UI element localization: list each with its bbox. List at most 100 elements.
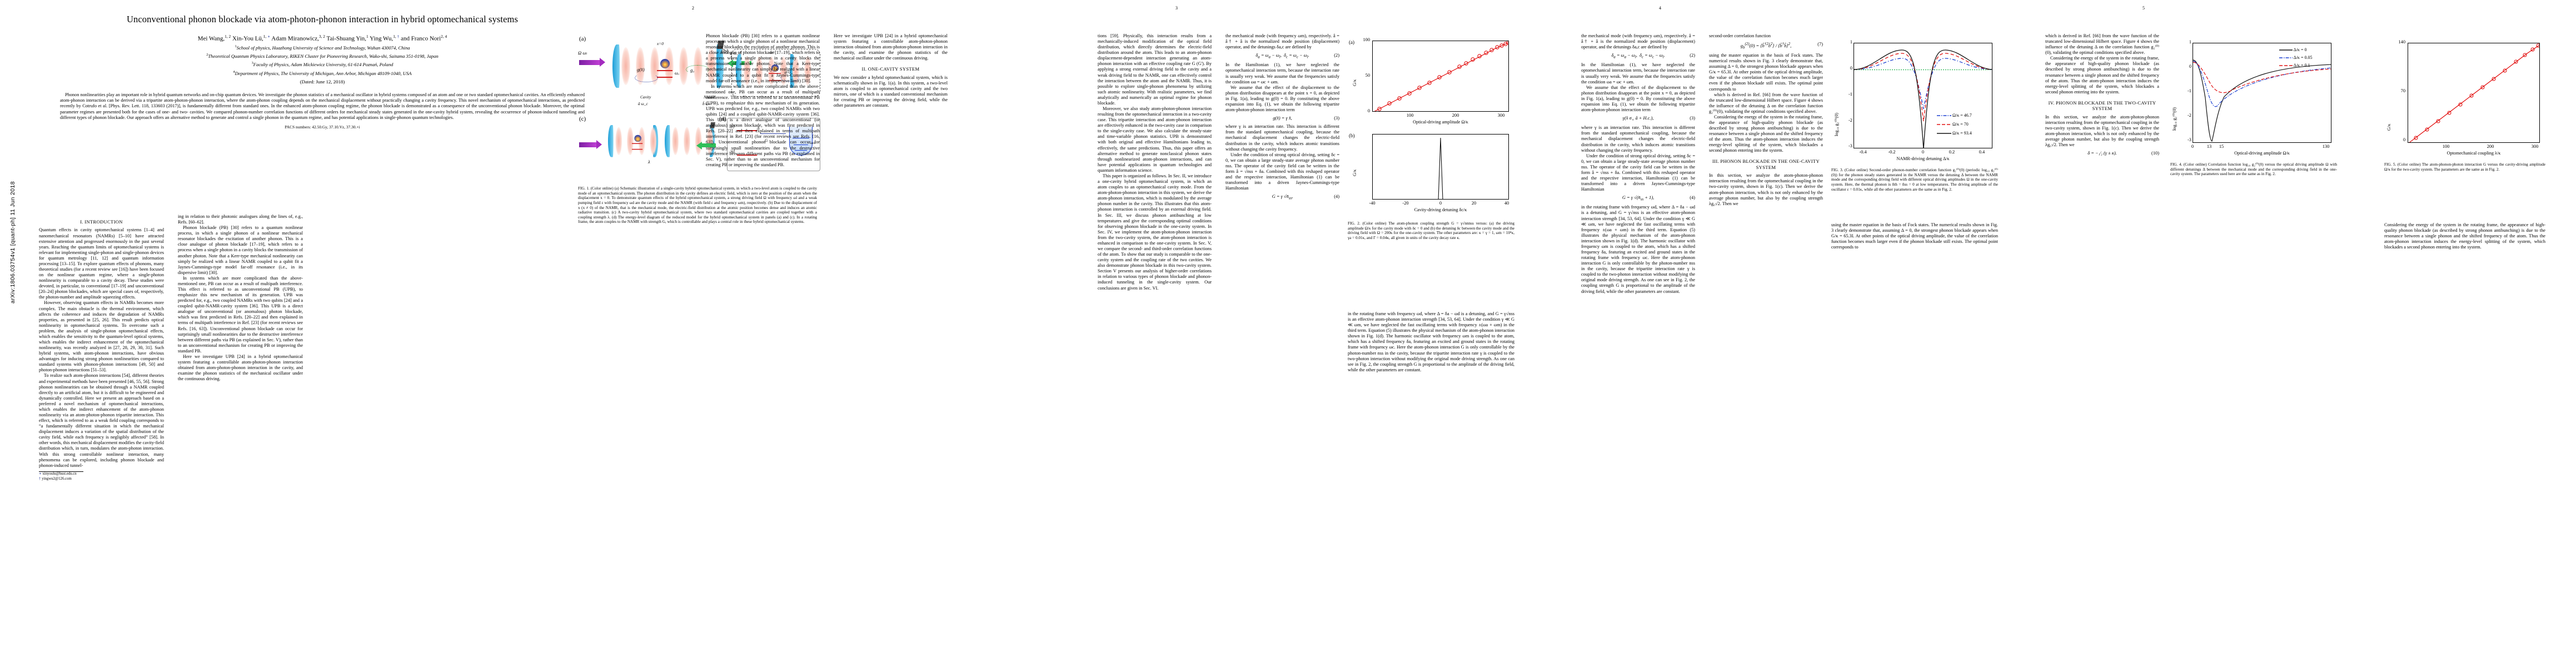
fig4-xlabel: Optical-driving amplitude Ω/κ (2234, 151, 2290, 156)
figure-5-caption: FIG. 5. (Color online) The atom-phonon-p… (2384, 162, 2545, 172)
fig4-legend-item: Δ/κ = 0.05 (2279, 55, 2312, 60)
text-column-2: ing in relation to their photonic analog… (178, 214, 303, 382)
paragraph: Quantum effects in cavity optomechanical… (39, 227, 164, 300)
fig3-legend-item: Ω/κ = 93.4 (1937, 131, 1972, 136)
paragraph: Considering the energy of the system in … (1709, 114, 1823, 153)
omega-m-label: ωₘ (810, 140, 816, 145)
field-lobe (627, 127, 634, 155)
energy-level-lower (769, 79, 781, 81)
fig4-xtick: 13 (2206, 144, 2212, 149)
fig3-xtick: 0.2 (1949, 150, 1955, 155)
harmonic-potential-well (789, 127, 813, 156)
ket-g-label: |g⟩ (730, 148, 735, 153)
fig4-xtick: 130 (2322, 144, 2330, 149)
paragraph: ing in relation to their photonic analog… (178, 214, 303, 225)
mech-mode-label: b̂ ωₘ (702, 101, 711, 106)
dated-line: (Dated: June 12, 2018) (300, 78, 345, 84)
paragraph: In the Hamiltonian (1), we have neglecte… (1581, 62, 1695, 84)
fig4-ytick: -3 (2188, 137, 2191, 142)
equation: G = γ √(n̄ss + 1), (4) (1622, 195, 1695, 202)
panel-label-c: (c) (579, 116, 586, 122)
ket-e-label: |e⟩ (730, 124, 735, 129)
namr-block (717, 41, 724, 49)
fig2a-ylabel: G/κ (1352, 79, 1357, 86)
panel-label-b: (b) (721, 48, 729, 54)
coupling-G-label: G (765, 138, 768, 143)
figure-2-caption: FIG. 2. (Color online) The atom-phonon c… (1348, 221, 1514, 240)
panel-d-frame (727, 118, 820, 171)
field-lobe (804, 56, 811, 86)
legend-swatch-red (1937, 124, 1951, 125)
affiliation-1: 1School of physics, Huazhong University … (235, 44, 410, 51)
fig2a-xtick: 200 (1452, 113, 1459, 118)
fig3-ytick: -3 (1848, 143, 1852, 148)
fig1-panel-d: (d) |e⟩ |g⟩ G ωₘ Δ (719, 116, 821, 178)
fig1-panel-b: (b) x≠0 g(x̂) (721, 44, 821, 100)
paragraph: Phonon blockade (PB) [30] refers to a qu… (706, 33, 820, 83)
field-lobe (621, 47, 630, 85)
fig3-xtick: -0.2 (1888, 150, 1896, 155)
footnote-email-1[interactable]: ∗ xinyoulu@hust.edu.cn (39, 471, 77, 476)
g-of-x-label-b: g(x̂) (784, 69, 791, 74)
paragraph: Here we investigate UPB [24] in a hybrid… (834, 33, 948, 61)
mirror-left (612, 44, 620, 88)
text-column-7: the mechanical mode (with frequency ωm),… (1225, 33, 1339, 203)
fig4-ytick: 0 (2189, 64, 2191, 69)
coupling-connector (760, 133, 786, 134)
equation: G = γ √n̄ss, (4) (1272, 194, 1339, 201)
equation: γ(̂x σ+ â + H.c.), (3) (1622, 116, 1695, 122)
paragraph: tions [59]. Physically, this interaction… (1098, 33, 1212, 106)
footnote-email-2[interactable]: † yingwu2@126.com (39, 476, 72, 481)
g-of-x-label: g(x̂) (637, 67, 645, 72)
coupling-loop-blue (781, 74, 799, 82)
fig2b-xtick: 20 (1471, 201, 1477, 206)
fig3-legend-label: Ω/κ = 93.4 (1952, 131, 1972, 136)
fig5-axes (2408, 43, 2540, 143)
fig3-legend-label: Ω/κ = 70 (1952, 122, 1969, 127)
energy-level-upper (631, 143, 643, 144)
fig3-ylabel: log₁₀ g₂⁽⁰⁾(0) (1834, 112, 1839, 136)
legend-swatch-blue (2279, 57, 2293, 58)
fig5-ylabel: G/κ (2386, 123, 2391, 131)
mirror-left (665, 125, 670, 157)
figure-3: 1 0 -1 -2 -3 -0.4 -0.2 0 0.2 0.4 NAMR-dr… (1831, 31, 1998, 192)
pump-arrow (579, 58, 605, 67)
fig3-ytick: -2 (1848, 118, 1852, 123)
level-excited (737, 130, 757, 131)
fig2b-xtick: 0 (1439, 201, 1442, 206)
cavity-c-left (608, 123, 659, 159)
cavity-mode-label: â ω_c (638, 101, 648, 106)
section-heading-one-cavity: II. ONE-CAVITY SYSTEM (861, 66, 920, 72)
pacs-numbers: PACS numbers: 42.50.Gy, 37.10.Vz, 37.30.… (285, 125, 360, 130)
fig5-xlabel: Optomechanical coupling λ/κ (2447, 151, 2501, 156)
field-lobe (768, 56, 775, 86)
paragraph: using the master equation in the basis o… (1709, 53, 1823, 92)
field-lobe (650, 127, 657, 155)
fig3-legend-item: Ω/κ = 70 (1937, 122, 1969, 127)
paragraph: To realize such atom-phonon interactions… (39, 373, 164, 468)
text-column-10: second-order correlation function gb(2)(… (1709, 33, 1823, 207)
text-column-4: Phonon blockade (PB) [30] refers to a qu… (706, 33, 820, 168)
fig2b-series (1438, 137, 1443, 199)
namr-drive-arrow (728, 59, 751, 67)
x-nonzero-label: x≠0 (769, 50, 775, 54)
fig4-ytick: -2 (2188, 113, 2191, 118)
fig2b-xtick: 40 (1504, 201, 1509, 206)
drive-omega-label: Ω ωₗ (578, 50, 587, 56)
fig4-ytick: -1 (2188, 88, 2191, 93)
cavity-c-right (665, 122, 716, 159)
atom (634, 135, 641, 142)
abstract: Phonon nonlinearities play an important … (60, 92, 585, 120)
level-ground (737, 155, 757, 156)
paragraph: in the rotating frame with frequency ωd,… (1348, 311, 1514, 372)
field-lobe (615, 127, 622, 155)
fig4-xtick: 0 (2191, 144, 2194, 149)
fig4-axes (2193, 43, 2331, 143)
fig2a-ytick: 100 (1363, 37, 1370, 42)
field-lobe (755, 56, 763, 86)
paragraph: This paper is organized as follows. In S… (1098, 173, 1212, 291)
page-title: Unconventional phonon blockade via atom-… (126, 14, 518, 24)
arxiv-stamp: arXiv:1806.03754v1 [quant-ph] 11 Jun 201… (9, 181, 16, 303)
legend-swatch-black (1937, 133, 1951, 134)
